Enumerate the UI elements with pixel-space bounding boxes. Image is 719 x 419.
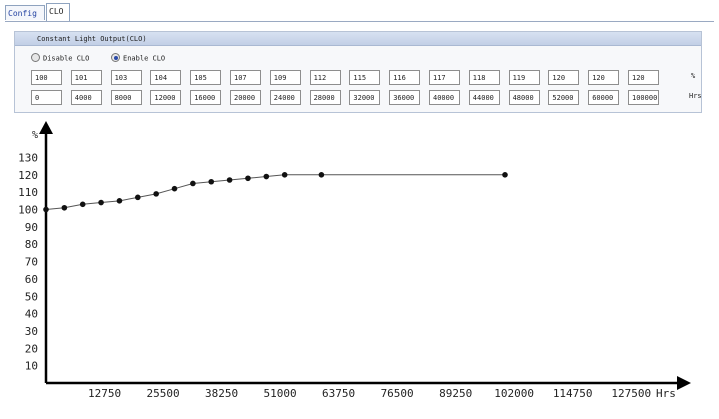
percent-cell-4[interactable]: 105 [190, 70, 222, 85]
data-point [208, 178, 215, 185]
data-point [79, 201, 86, 208]
clo-chart: % Hrs 10 20 30 40 50 60 70 80 90 100 110 120 130 12750 2… [0, 118, 719, 419]
percent-cell-8[interactable]: 115 [349, 70, 381, 85]
data-point [281, 172, 288, 178]
data-point [190, 180, 196, 187]
percent-cell-11[interactable]: 118 [468, 70, 500, 85]
percent-cell-9[interactable]: 116 [389, 70, 421, 85]
disable-clo-radio[interactable]: Disable CLO [31, 53, 90, 63]
percent-cell-2[interactable]: 103 [110, 70, 142, 85]
y-tick-label: 70 [25, 256, 38, 269]
x-tick-label: 51000 [264, 387, 297, 400]
data-point [263, 173, 270, 180]
y-tick-label: 30 [25, 325, 38, 338]
percent-cell-0[interactable]: 100 [31, 70, 62, 85]
percent-cell-12[interactable]: 119 [508, 70, 540, 85]
percent-cell-3[interactable]: 104 [150, 70, 182, 85]
hours-cell-9[interactable]: 36000 [389, 90, 421, 105]
data-point [98, 199, 104, 206]
x-tick-label: 25500 [146, 387, 179, 400]
percent-cell-5[interactable]: 107 [230, 70, 261, 85]
hours-cell-13[interactable]: 52000 [548, 90, 580, 105]
y-axis-label: % [32, 130, 38, 141]
x-tick-label: 127500 [611, 387, 651, 400]
hours-cell-15[interactable]: 100000 [628, 90, 659, 105]
panel-title: Constant Light Output(CLO) [15, 32, 701, 46]
x-tick-label: 114750 [553, 387, 593, 400]
radio-off-icon [31, 53, 40, 62]
x-tick-label: 76500 [381, 387, 414, 400]
disable-clo-label: Disable CLO [43, 54, 90, 63]
percent-cell-7[interactable]: 112 [309, 70, 341, 85]
percent-cell-1[interactable]: 101 [70, 70, 102, 85]
enable-clo-radio[interactable]: Enable CLO [111, 53, 166, 63]
y-axis-arrow-icon [39, 121, 53, 134]
x-tick-label: 12750 [88, 387, 121, 400]
clo-settings-panel: Constant Light Output(CLO) Disable CLO E… [14, 31, 702, 113]
x-tick-label: 102000 [494, 387, 534, 400]
clo-chart-svg: % Hrs 10 20 30 40 50 60 70 80 90 100 110 120 130 12750 2… [18, 121, 691, 400]
data-point [245, 175, 251, 182]
data-point [116, 198, 123, 204]
percent-cell-15[interactable]: 120 [628, 70, 659, 85]
hours-cell-0[interactable]: 0 [31, 90, 62, 105]
x-axis-arrow-icon [677, 376, 691, 390]
y-tick-label: 40 [25, 308, 38, 321]
y-tick-label: 50 [25, 290, 38, 303]
hours-cell-11[interactable]: 44000 [468, 90, 500, 105]
x-tick-label: 38250 [205, 387, 238, 400]
percent-cell-10[interactable]: 117 [429, 70, 460, 85]
y-tick-label: 130 [18, 151, 38, 164]
data-point [153, 191, 159, 197]
y-tick-label: 60 [25, 273, 38, 286]
hours-cell-12[interactable]: 48000 [508, 90, 540, 105]
hours-cell-2[interactable]: 8000 [110, 90, 142, 105]
data-point [226, 177, 233, 183]
tab-clo[interactable]: CLO [46, 3, 70, 22]
hours-cell-6[interactable]: 24000 [269, 90, 301, 105]
y-tick-label: 120 [18, 169, 38, 182]
hours-cell-1[interactable]: 4000 [70, 90, 102, 105]
y-tick-label: 90 [25, 221, 38, 234]
hours-cell-14[interactable]: 60000 [588, 90, 620, 105]
percent-cell-13[interactable]: 120 [548, 70, 580, 85]
hours-cell-5[interactable]: 20000 [230, 90, 261, 105]
hours-cell-8[interactable]: 32000 [349, 90, 381, 105]
percent-unit: % [691, 72, 696, 80]
x-axis-label: Hrs [656, 387, 676, 400]
enable-clo-label: Enable CLO [123, 54, 166, 63]
hours-cell-10[interactable]: 40000 [429, 90, 460, 105]
data-point [502, 172, 508, 178]
y-tick-label: 100 [18, 204, 38, 217]
y-tick-label: 10 [25, 360, 38, 373]
series-line [45, 174, 505, 210]
data-point [43, 206, 49, 213]
radio-on-icon [111, 53, 120, 62]
y-tick-label: 20 [25, 342, 38, 355]
hours-cell-7[interactable]: 28000 [309, 90, 341, 105]
tab-config[interactable]: Config [5, 5, 45, 20]
x-tick-label: 63750 [322, 387, 355, 400]
percent-cell-14[interactable]: 120 [588, 70, 620, 85]
hours-cell-4[interactable]: 16000 [190, 90, 222, 105]
x-tick-label: 89250 [439, 387, 472, 400]
y-tick-label: 80 [25, 238, 38, 251]
tab-divider [5, 21, 714, 22]
data-point [61, 204, 68, 211]
data-point [171, 185, 178, 192]
hours-unit: Hrs [689, 92, 702, 100]
hours-cell-3[interactable]: 12000 [150, 90, 182, 105]
percent-cell-6[interactable]: 109 [269, 70, 301, 85]
data-point [134, 194, 141, 201]
data-point [318, 172, 325, 178]
y-tick-label: 110 [18, 186, 38, 199]
